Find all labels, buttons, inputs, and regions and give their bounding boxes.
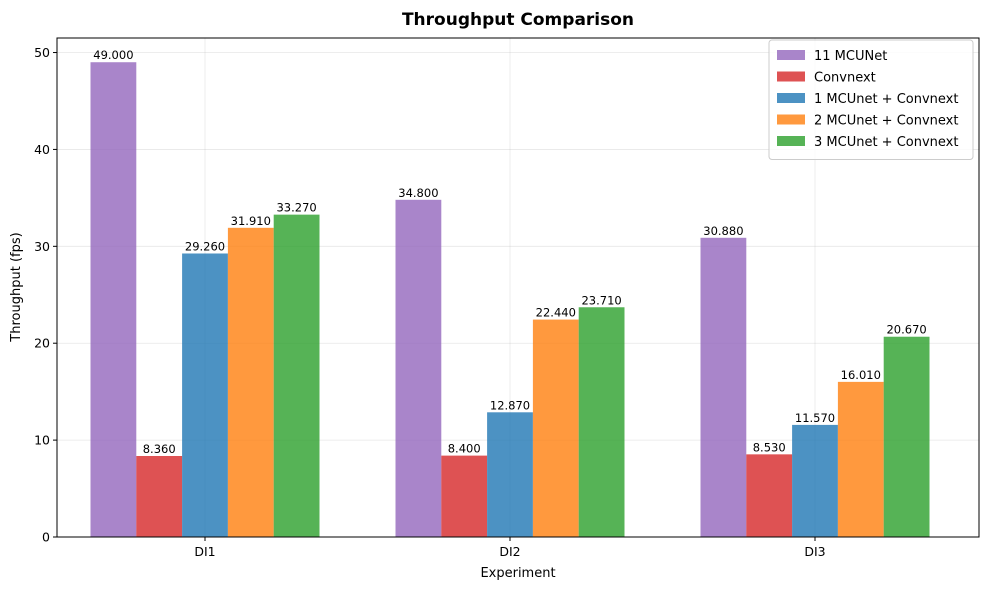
legend-label: 1 MCUnet + Convnext	[814, 92, 958, 107]
legend-swatch	[777, 114, 805, 125]
legend-label: 3 MCUnet + Convnext	[814, 135, 958, 150]
bar	[532, 319, 579, 537]
data-labels: 49.000 34.800 30.880 8.360 8.400 8.530 29.260 1…	[93, 48, 926, 456]
bar-value-label: 49.000	[93, 48, 133, 62]
bar	[883, 336, 930, 537]
bar-value-label: 8.360	[143, 442, 176, 456]
y-tick-label: 40	[34, 142, 50, 157]
bar-value-label: 8.400	[448, 442, 481, 456]
bar	[136, 455, 183, 537]
legend-box	[768, 39, 974, 160]
bar-value-label: 22.440	[536, 306, 576, 320]
bar	[746, 454, 793, 537]
legend-label: 2 MCUnet + Convnext	[814, 114, 958, 129]
x-axis-label: Experiment	[480, 566, 555, 581]
legend-label: Convnext	[814, 71, 876, 86]
bar	[792, 424, 838, 537]
legend-swatch	[777, 71, 805, 82]
bar-value-label: 12.870	[490, 398, 530, 412]
bar-value-label: 31.910	[231, 214, 271, 228]
y-tick-label: 50	[34, 45, 50, 60]
x-axis-ticks: DI1 DI2 DI3	[194, 537, 826, 559]
y-axis-ticks: 0 10 20 30 40 50	[34, 45, 57, 545]
chart-title: Throughput Comparison	[402, 10, 634, 30]
bar-value-label: 33.270	[276, 201, 316, 215]
bars	[90, 62, 930, 538]
bar	[837, 381, 884, 537]
x-tick-label: DI2	[499, 544, 520, 559]
y-tick-label: 0	[42, 530, 50, 545]
legend-label: 11 MCUNet	[814, 49, 887, 64]
bar	[487, 412, 533, 537]
bar-value-label: 29.260	[185, 239, 225, 253]
y-tick-label: 30	[34, 239, 50, 254]
bar	[182, 253, 228, 537]
bar	[578, 307, 625, 537]
bar	[395, 199, 442, 537]
bar-value-label: 30.880	[703, 224, 743, 238]
y-tick-label: 20	[34, 336, 50, 351]
bar	[700, 237, 747, 537]
plot-frame	[56, 37, 980, 538]
bar-value-label: 23.710	[581, 293, 621, 307]
y-axis-label: Throughput (fps)	[9, 232, 24, 342]
x-tick-label: DI3	[804, 544, 825, 559]
legend: 11 MCUNet Convnext 1 MCUnet + Convnext 2 MC…	[768, 39, 974, 160]
bar	[227, 227, 274, 537]
bar-value-label: 34.800	[398, 186, 438, 200]
bar-value-label: 16.010	[841, 368, 881, 382]
legend-swatch	[777, 136, 805, 146]
x-tick-label: DI1	[194, 544, 215, 559]
bar-value-label: 20.670	[886, 323, 926, 337]
bar	[90, 62, 137, 538]
bar-value-label: 11.570	[795, 411, 835, 425]
bar-value-label: 8.530	[753, 440, 786, 454]
legend-swatch	[777, 93, 805, 103]
bar	[441, 455, 488, 537]
legend-swatch	[777, 50, 805, 60]
bar	[273, 214, 320, 538]
y-tick-label: 10	[34, 433, 50, 448]
